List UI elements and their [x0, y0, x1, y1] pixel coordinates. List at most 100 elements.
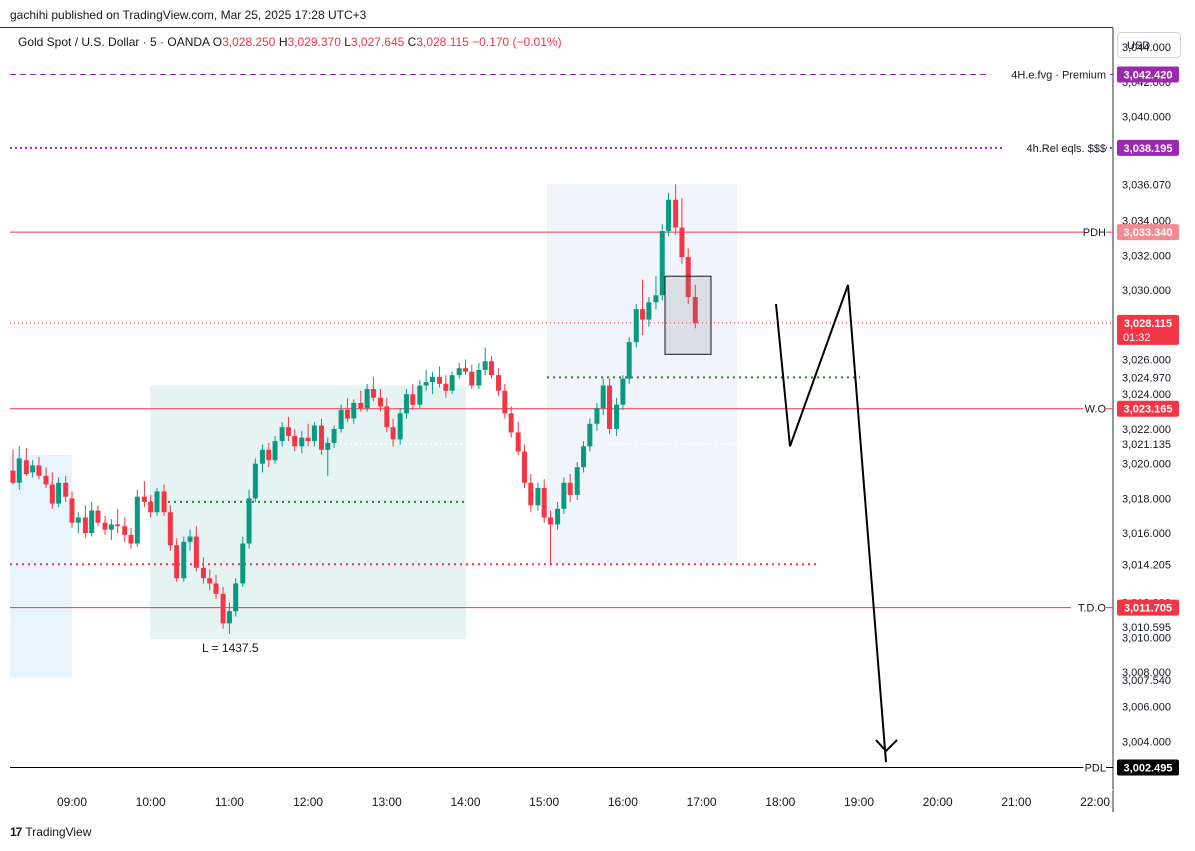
time-tick-label: 16:00 [608, 795, 638, 809]
tradingview-logo[interactable]: 17 TradingView [10, 825, 91, 839]
candle-down [193, 536, 199, 568]
candle-up [325, 442, 331, 450]
close-label: C [407, 35, 417, 49]
countdown-label: 01:32 [1123, 332, 1151, 344]
price-badge [1117, 400, 1179, 417]
candle-down [292, 435, 298, 447]
candle-up [653, 295, 659, 303]
candle-down [128, 534, 134, 544]
candle-up [240, 543, 246, 584]
time-tick-label: 19:00 [844, 795, 874, 809]
candle-down [410, 394, 416, 405]
candle-down [679, 227, 685, 258]
candle-up [351, 402, 357, 419]
price-tick-label: 3,007.540 [1122, 675, 1171, 687]
candle-down [522, 451, 528, 483]
candle-down [378, 397, 384, 407]
price-tick-label: 3,014.205 [1122, 559, 1171, 571]
candle-up [561, 482, 567, 509]
price-badge-label: 3,023.165 [1124, 404, 1173, 416]
candle-down [685, 257, 691, 298]
candle-up [226, 611, 232, 624]
candle-down [469, 371, 475, 386]
brand-name: TradingView [25, 825, 92, 839]
candle-up [403, 394, 409, 414]
price-tick-label: 3,044.000 [1122, 42, 1171, 54]
time-tick-label: 15:00 [529, 795, 559, 809]
publisher-line: gachihi published on TradingView.com, Ma… [10, 8, 367, 22]
projection-path[interactable] [775, 284, 887, 763]
candle-down [508, 413, 514, 433]
candle-up [272, 441, 278, 461]
price-badge [1117, 599, 1179, 616]
time-tick-label: 13:00 [372, 795, 402, 809]
time-tick-label: 22:00 [1080, 795, 1110, 809]
level-name-bg [1083, 759, 1106, 776]
candle-up [56, 482, 62, 504]
candle-up [476, 369, 482, 386]
candle-up [659, 231, 665, 296]
candle-up [417, 385, 423, 405]
price-tick-label: 3,022.000 [1122, 424, 1171, 436]
candle-down [207, 578, 213, 584]
level-name-label: 4h.Rel eqls. $$$ [1027, 143, 1107, 155]
candle-up [187, 536, 193, 542]
candle-down [213, 583, 219, 594]
candle-up [89, 510, 95, 534]
symbol-legend[interactable]: Gold Spot / U.S. Dollar · 5 · OANDA O3,0… [18, 35, 562, 49]
low-value: 3,027.645 [350, 35, 405, 49]
candle-down [463, 368, 468, 372]
candle-down [36, 465, 42, 476]
candle-up [482, 361, 488, 370]
candle-up [134, 496, 140, 544]
candle-down [122, 526, 128, 535]
time-tick-label: 17:00 [687, 795, 717, 809]
price-tick-label: 3,006.000 [1122, 702, 1171, 714]
price-tick-label: 3,018.000 [1122, 493, 1171, 505]
candle-down [10, 470, 16, 483]
candle-down [141, 496, 147, 502]
time-tick-label: 21:00 [1001, 795, 1031, 809]
price-tick-label: 3,024.000 [1122, 389, 1171, 401]
candle-up [456, 368, 462, 376]
candle-up [108, 524, 114, 530]
time-tick-label: 14:00 [450, 795, 480, 809]
price-badge-label: 3,011.705 [1124, 603, 1172, 615]
candle-down [266, 449, 272, 461]
order-block-box[interactable] [664, 275, 712, 355]
candle-down [344, 409, 350, 419]
projection-arrowhead-icon [875, 739, 898, 753]
candle-down [567, 482, 573, 495]
symbol-name[interactable]: Gold Spot / U.S. Dollar · 5 · OANDA [18, 35, 210, 49]
candle-down [49, 484, 55, 504]
price-tick-label: 3,008.000 [1122, 667, 1171, 679]
candle-down [488, 361, 494, 376]
candle-up [626, 342, 632, 379]
candle-up [574, 467, 580, 495]
change-value: −0.170 (−0.01%) [472, 35, 562, 49]
candle-up [555, 508, 561, 525]
candle-up [429, 376, 435, 383]
price-tick-label: 3,004.000 [1122, 736, 1171, 748]
candle-up [666, 199, 672, 232]
currency-button[interactable]: USD [1117, 32, 1181, 58]
candle-up [30, 465, 36, 473]
level-name-label: W.O [1085, 404, 1107, 416]
range-annotation: L = 1437.5 [202, 641, 259, 655]
time-tick-label: 12:00 [293, 795, 323, 809]
level-name-bg [1071, 599, 1106, 616]
candle-up [331, 428, 337, 443]
candle-down [502, 390, 508, 414]
range-zone-newyork [547, 184, 737, 565]
tradingview-mark-icon: 17 [10, 825, 22, 839]
candle-down [547, 517, 553, 525]
time-tick-label: 10:00 [136, 795, 166, 809]
level-name-bg [1083, 400, 1106, 417]
candle-down [305, 437, 311, 442]
candle-up [338, 409, 344, 429]
price-badge-label: 3,042.420 [1124, 70, 1173, 82]
level-name-label: T.D.O [1078, 603, 1107, 615]
low-label: L [344, 35, 351, 49]
price-tick-label: 3,010.595 [1122, 622, 1171, 634]
